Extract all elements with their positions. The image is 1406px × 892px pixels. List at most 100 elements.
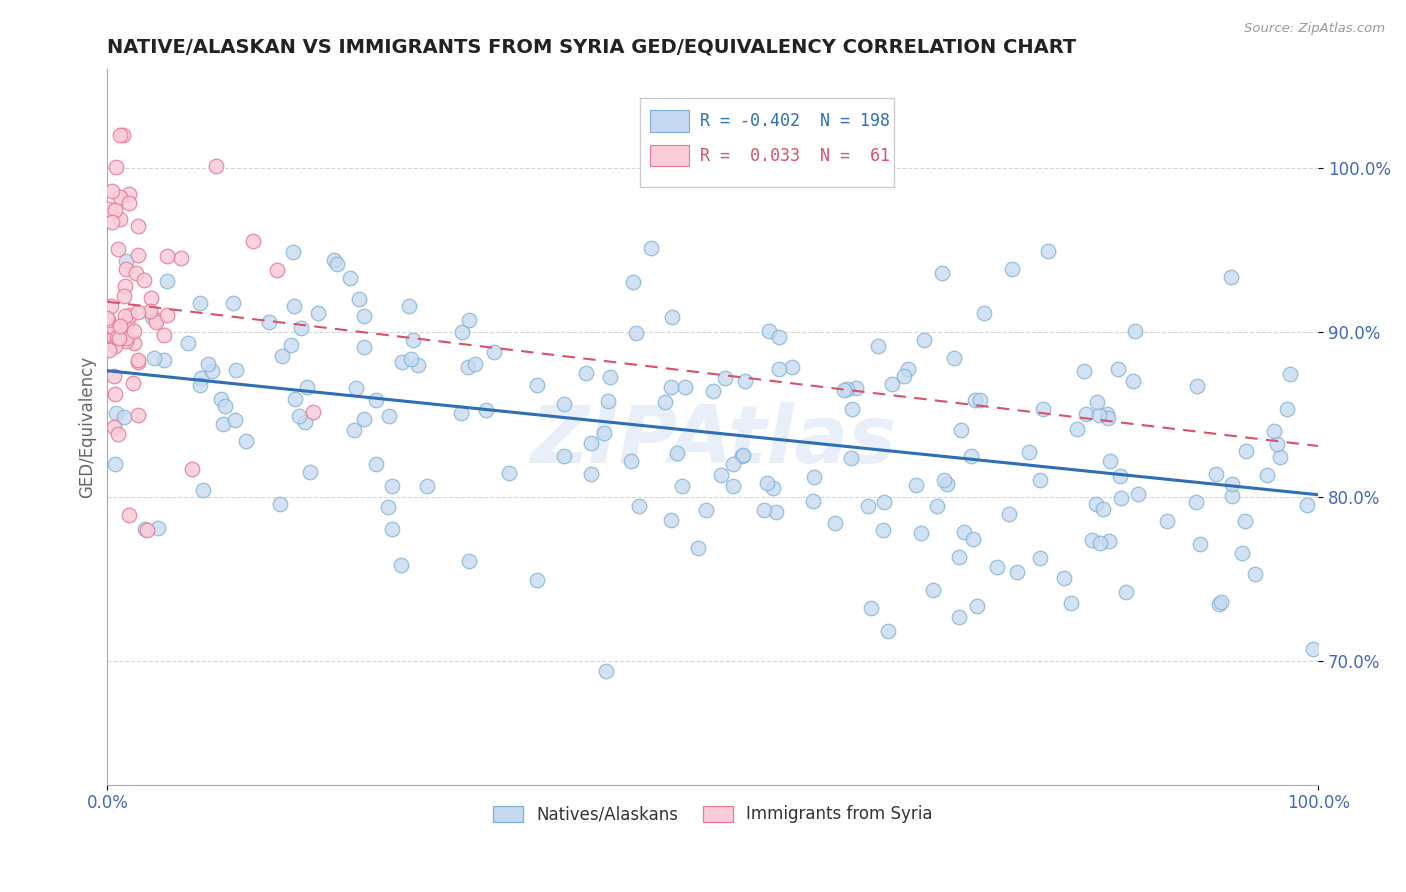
- Point: [688, 541, 710, 556]
- Point: [665, 446, 688, 460]
- Point: [953, 525, 976, 540]
- Point: [127, 355, 149, 369]
- Point: [695, 503, 717, 517]
- Point: [1208, 597, 1230, 611]
- Point: [1107, 362, 1129, 376]
- Point: [211, 417, 233, 431]
- Point: [1263, 424, 1285, 438]
- Point: [145, 313, 167, 327]
- Point: [592, 426, 614, 441]
- Point: [702, 384, 724, 399]
- Y-axis label: GED/Equivalency: GED/Equivalency: [79, 356, 96, 498]
- Point: [127, 305, 149, 319]
- Point: [841, 402, 863, 417]
- Point: [104, 203, 127, 218]
- FancyBboxPatch shape: [650, 145, 689, 166]
- Point: [526, 573, 548, 587]
- Point: [1296, 498, 1319, 512]
- Point: [1018, 444, 1040, 458]
- Point: [575, 367, 598, 381]
- Point: [389, 558, 412, 572]
- Point: [104, 339, 127, 353]
- Point: [803, 470, 825, 484]
- Point: [127, 219, 149, 233]
- Point: [343, 423, 366, 437]
- Point: [381, 479, 404, 493]
- Point: [721, 457, 744, 471]
- Point: [962, 532, 984, 546]
- Point: [107, 330, 129, 344]
- Point: [127, 353, 149, 368]
- Point: [1220, 489, 1243, 503]
- Point: [1243, 566, 1265, 581]
- Point: [1275, 401, 1298, 416]
- Point: [1122, 374, 1144, 388]
- Point: [406, 358, 429, 372]
- Point: [963, 392, 986, 407]
- Point: [153, 328, 176, 343]
- Point: [803, 494, 825, 508]
- Point: [969, 392, 991, 407]
- Point: [734, 374, 756, 388]
- Point: [299, 466, 322, 480]
- Point: [1081, 533, 1104, 547]
- Point: [1156, 514, 1178, 528]
- Point: [856, 499, 879, 513]
- Point: [170, 252, 193, 266]
- Point: [134, 522, 156, 536]
- Point: [96, 310, 118, 325]
- Point: [307, 306, 329, 320]
- Point: [145, 315, 167, 329]
- Point: [107, 242, 129, 256]
- Point: [377, 500, 399, 514]
- Point: [581, 467, 603, 482]
- Point: [108, 318, 131, 333]
- Point: [103, 369, 125, 384]
- Point: [897, 362, 920, 376]
- Point: [112, 128, 135, 142]
- Point: [1302, 642, 1324, 657]
- Point: [765, 506, 787, 520]
- Point: [366, 393, 388, 408]
- Point: [101, 320, 124, 334]
- Point: [960, 449, 983, 463]
- Point: [450, 406, 472, 420]
- Point: [526, 377, 548, 392]
- Point: [242, 234, 264, 248]
- Point: [595, 664, 617, 678]
- Point: [398, 299, 420, 313]
- Point: [579, 435, 602, 450]
- Point: [302, 405, 325, 419]
- Point: [181, 462, 204, 476]
- Point: [931, 266, 953, 280]
- Point: [661, 310, 683, 324]
- Point: [1092, 502, 1115, 516]
- Point: [191, 483, 214, 498]
- Point: [353, 412, 375, 426]
- Point: [755, 476, 778, 491]
- Point: [1085, 394, 1108, 409]
- Point: [201, 364, 224, 378]
- Point: [100, 185, 122, 199]
- Point: [1109, 468, 1132, 483]
- Point: [912, 333, 935, 347]
- Point: [1005, 565, 1028, 579]
- Point: [1097, 411, 1119, 425]
- Point: [281, 245, 304, 260]
- Point: [1001, 261, 1024, 276]
- Point: [893, 369, 915, 384]
- Point: [835, 382, 858, 396]
- Point: [458, 313, 481, 327]
- Point: [1029, 473, 1052, 487]
- Point: [205, 159, 228, 173]
- Point: [1088, 408, 1111, 422]
- Point: [654, 395, 676, 409]
- Point: [868, 339, 890, 353]
- Point: [627, 499, 650, 513]
- Point: [214, 399, 236, 413]
- Point: [132, 273, 155, 287]
- Point: [399, 352, 422, 367]
- Point: [100, 299, 122, 313]
- Point: [905, 478, 928, 492]
- Point: [155, 274, 177, 288]
